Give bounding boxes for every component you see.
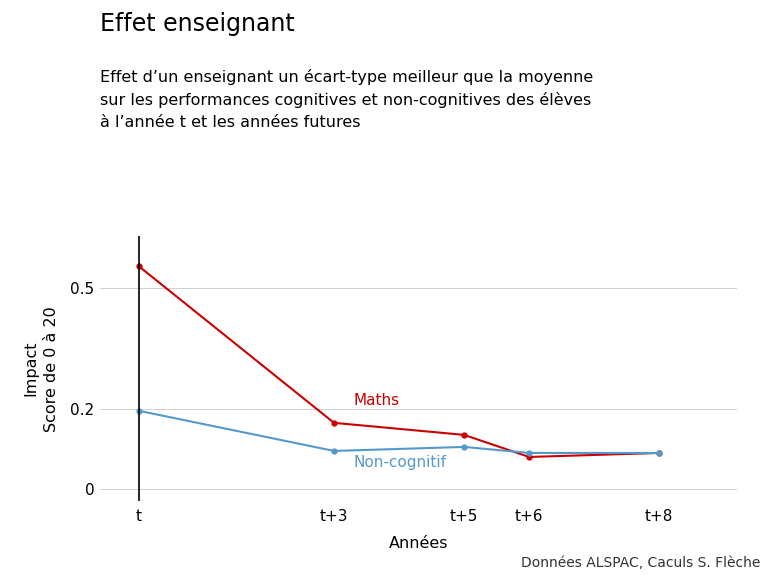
Text: Effet enseignant: Effet enseignant bbox=[100, 12, 295, 36]
Y-axis label: Impact
Score de 0 à 20: Impact Score de 0 à 20 bbox=[23, 306, 59, 431]
Text: Maths: Maths bbox=[353, 393, 399, 408]
Text: Effet d’un enseignant un écart-type meilleur que la moyenne
sur les performances: Effet d’un enseignant un écart-type meil… bbox=[100, 69, 593, 130]
Text: Non-cognitif: Non-cognitif bbox=[353, 454, 446, 469]
X-axis label: Années: Années bbox=[389, 536, 449, 551]
Text: Données ALSPAC, Caculs S. Flèche: Données ALSPAC, Caculs S. Flèche bbox=[521, 556, 760, 570]
